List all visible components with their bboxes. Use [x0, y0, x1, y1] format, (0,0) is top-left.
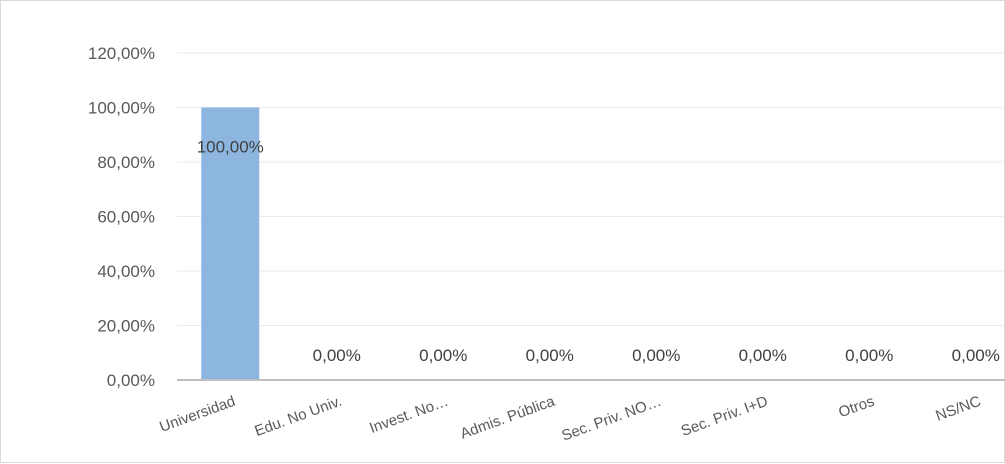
y-tick-label: 60,00%	[97, 208, 155, 227]
data-label: 0,00%	[419, 346, 467, 365]
data-label: 0,00%	[313, 346, 361, 365]
y-tick-label: 40,00%	[97, 262, 155, 281]
x-category-label: Otros	[836, 393, 876, 422]
y-tick-label: 100,00%	[88, 99, 155, 118]
y-tick-label: 80,00%	[97, 153, 155, 172]
data-label: 100,00%	[197, 138, 264, 157]
data-label: 0,00%	[952, 346, 1000, 365]
x-category-label: Sec. Priv. NO…	[559, 393, 663, 445]
x-category-label: Universidad	[157, 393, 237, 436]
x-category-label: NS/NC	[933, 393, 983, 425]
x-category-label: Invest. No…	[367, 393, 450, 437]
data-label: 0,00%	[845, 346, 893, 365]
bar	[201, 107, 260, 380]
x-category-label: Sec. Priv. I+D	[679, 393, 770, 440]
x-category-label: Edu. No Univ.	[252, 393, 344, 440]
x-axis-category-labels: Universidad Edu. No Univ. Invest. No… Admis…	[157, 393, 983, 445]
y-tick-label: 20,00%	[97, 317, 155, 336]
data-label: 0,00%	[632, 346, 680, 365]
bars	[201, 107, 260, 380]
x-category-label: Admis. Pública	[458, 393, 558, 443]
gridlines	[177, 52, 1005, 326]
y-tick-label: 120,00%	[88, 44, 155, 63]
data-labels: 100,00% 0,00% 0,00% 0,00% 0,00% 0,00% 0,00% 0,0…	[197, 138, 1000, 366]
data-label: 0,00%	[739, 346, 787, 365]
data-label: 0,00%	[526, 346, 574, 365]
y-axis-tick-labels: 0,00% 20,00% 40,00% 60,00% 80,00% 100,00% 120,…	[88, 44, 155, 390]
y-tick-label: 0,00%	[107, 371, 155, 390]
